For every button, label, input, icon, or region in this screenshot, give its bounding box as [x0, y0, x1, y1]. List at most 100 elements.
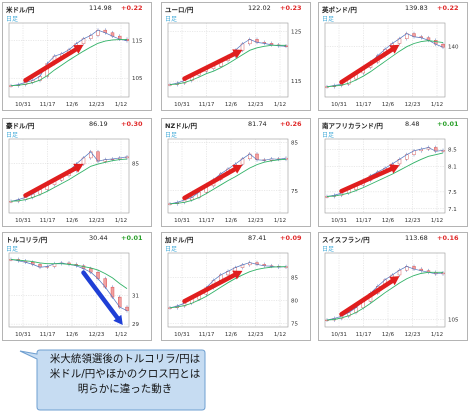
x-tick-label: 12/6 [66, 218, 79, 224]
chart-panel: 10/31 11/17 12/6 12/23 1/12 115 105 米ドル/円 114.98… [2, 2, 152, 111]
x-tick-label: 11/17 [40, 332, 56, 338]
x-tick-label: 10/31 [174, 218, 190, 224]
y-tick-label: 115 [291, 79, 302, 85]
last-price: 8.48 [405, 120, 420, 128]
last-price: 122.02 [248, 4, 271, 12]
chart-panel: 10/31 11/17 12/6 12/23 1/12 125 115 ユーロ/円 122.02… [161, 2, 311, 111]
plot-area [167, 138, 289, 214]
x-tick-label: 10/31 [331, 332, 347, 338]
chart-title: 米ドル/円 [6, 6, 35, 14]
x-tick-label: 10/31 [174, 102, 190, 108]
x-tick-label: 1/12 [274, 218, 286, 224]
chart-title: 英ポンド/円 [322, 6, 357, 14]
chart-panel: 10/31 11/17 12/6 12/23 1/12 140 英ポンド/円 139.83 +0… [318, 2, 468, 111]
x-tick-label: 12/23 [248, 102, 264, 108]
moving-average-line [326, 271, 443, 321]
chart-grid: 10/31 11/17 12/6 12/23 1/12 115 105 米ドル/円 114.98… [2, 2, 468, 341]
y-tick-label: 85 [132, 161, 139, 167]
trend-arrow-down [81, 270, 123, 325]
chart-title: スイスフラン/円 [322, 236, 370, 244]
timeframe-label: 日足 [322, 246, 335, 253]
trend-arrow-up [182, 164, 243, 201]
x-tick-label: 10/31 [15, 332, 31, 338]
x-tick-label: 10/31 [15, 102, 31, 108]
price-change: +0.16 [437, 234, 459, 242]
price-change: +0.23 [280, 4, 302, 12]
x-tick-label: 12/23 [405, 332, 421, 338]
trend-arrow-up [23, 163, 84, 198]
price-change: +0.22 [121, 4, 143, 12]
last-price: 114.98 [89, 4, 112, 12]
x-tick-label: 11/17 [356, 332, 372, 338]
x-tick-label: 11/17 [356, 218, 372, 224]
x-tick-label: 12/23 [248, 332, 264, 338]
y-tick-label: 125 [291, 29, 302, 35]
moving-average-line [10, 258, 128, 289]
plot-area [324, 22, 446, 98]
moving-average-line [169, 158, 287, 205]
chart-title: トルコリラ/円 [6, 236, 48, 244]
plot-area [324, 138, 446, 214]
y-tick-label: 75 [291, 189, 298, 195]
chart-title: NZドル/円 [165, 122, 198, 130]
candle-body [9, 201, 13, 203]
chart-svg: 10/31 11/17 12/6 12/23 1/12 140 [324, 22, 459, 108]
last-price: 139.83 [405, 4, 428, 12]
x-tick-label: 10/31 [331, 102, 347, 108]
y-tick-label: 85 [291, 140, 298, 146]
last-price: 86.19 [89, 120, 108, 128]
x-tick-label: 12/6 [66, 332, 79, 338]
x-tick-label: 1/12 [115, 218, 127, 224]
last-price: 87.41 [248, 234, 267, 242]
last-price: 30.44 [89, 234, 108, 242]
callout: 米大統領選後のトルコリラ/円は 米ドル/円やほかのクロス円とは 明らかに違った動… [18, 349, 206, 411]
y-tick-label: 140 [448, 45, 459, 51]
trend-arrow-up [339, 276, 400, 317]
price-change: +0.22 [437, 4, 459, 12]
x-tick-label: 11/17 [40, 218, 56, 224]
chart-svg: 10/31 11/17 12/6 12/23 1/12 115 105 [8, 22, 143, 108]
plot-area [167, 252, 289, 328]
x-tick-label: 10/31 [331, 218, 347, 224]
x-tick-label: 1/12 [431, 218, 443, 224]
x-tick-label: 12/6 [382, 332, 395, 338]
price-series-line [10, 29, 128, 87]
y-tick-label: 7.5 [448, 190, 457, 196]
price-change: +0.26 [280, 120, 302, 128]
candle-body [168, 307, 172, 309]
price-change: +0.30 [121, 120, 143, 128]
timeframe-label: 日足 [322, 16, 335, 23]
chart-svg: 10/31 11/17 12/6 12/23 1/12 85 80 75 [167, 252, 298, 338]
x-tick-label: 1/12 [274, 102, 286, 108]
chart-panel: 10/31 11/17 12/6 12/23 1/12 85 75 NZドル/円 81.74 +0… [161, 118, 311, 227]
y-tick-label: 115 [132, 39, 143, 45]
callout-line: 明らかに違った動き [77, 383, 173, 395]
chart-panel: 10/31 11/17 12/6 12/23 1/12 85 豪ドル/円 86.19 +0.30… [2, 118, 152, 227]
x-tick-label: 12/6 [66, 102, 79, 108]
y-tick-label: 29 [132, 322, 139, 328]
chart-svg: 10/31 11/17 12/6 12/23 1/12 85 [8, 138, 139, 224]
x-tick-label: 12/23 [248, 218, 264, 224]
x-tick-label: 11/17 [199, 332, 215, 338]
chart-title: 豪ドル/円 [6, 122, 35, 130]
trend-arrow-up [182, 49, 243, 81]
y-tick-label: 7.1 [448, 207, 457, 213]
x-tick-label: 1/12 [431, 102, 443, 108]
x-tick-label: 1/12 [274, 332, 286, 338]
price-series-line [169, 153, 287, 205]
timeframe-label: 日足 [6, 246, 19, 253]
x-tick-label: 12/6 [225, 102, 238, 108]
x-tick-label: 12/23 [405, 218, 421, 224]
chart-panel: 10/31 11/17 12/6 12/23 1/12 85 80 75 加ドル/円 87.41 +… [161, 232, 311, 341]
price-change: +0.09 [280, 234, 302, 242]
x-tick-label: 12/23 [89, 102, 105, 108]
x-tick-label: 1/12 [431, 332, 443, 338]
x-tick-label: 12/6 [225, 332, 238, 338]
timeframe-label: 日足 [322, 132, 335, 139]
price-change: +0.01 [437, 120, 459, 128]
callout-text: 米大統領選後のトルコリラ/円は 米ドル/円やほかのクロス円とは 明らかに違った動… [46, 352, 204, 397]
x-tick-label: 12/23 [89, 218, 105, 224]
x-tick-label: 12/23 [89, 332, 105, 338]
timeframe-label: 日足 [6, 16, 19, 23]
candle-body [325, 319, 329, 322]
